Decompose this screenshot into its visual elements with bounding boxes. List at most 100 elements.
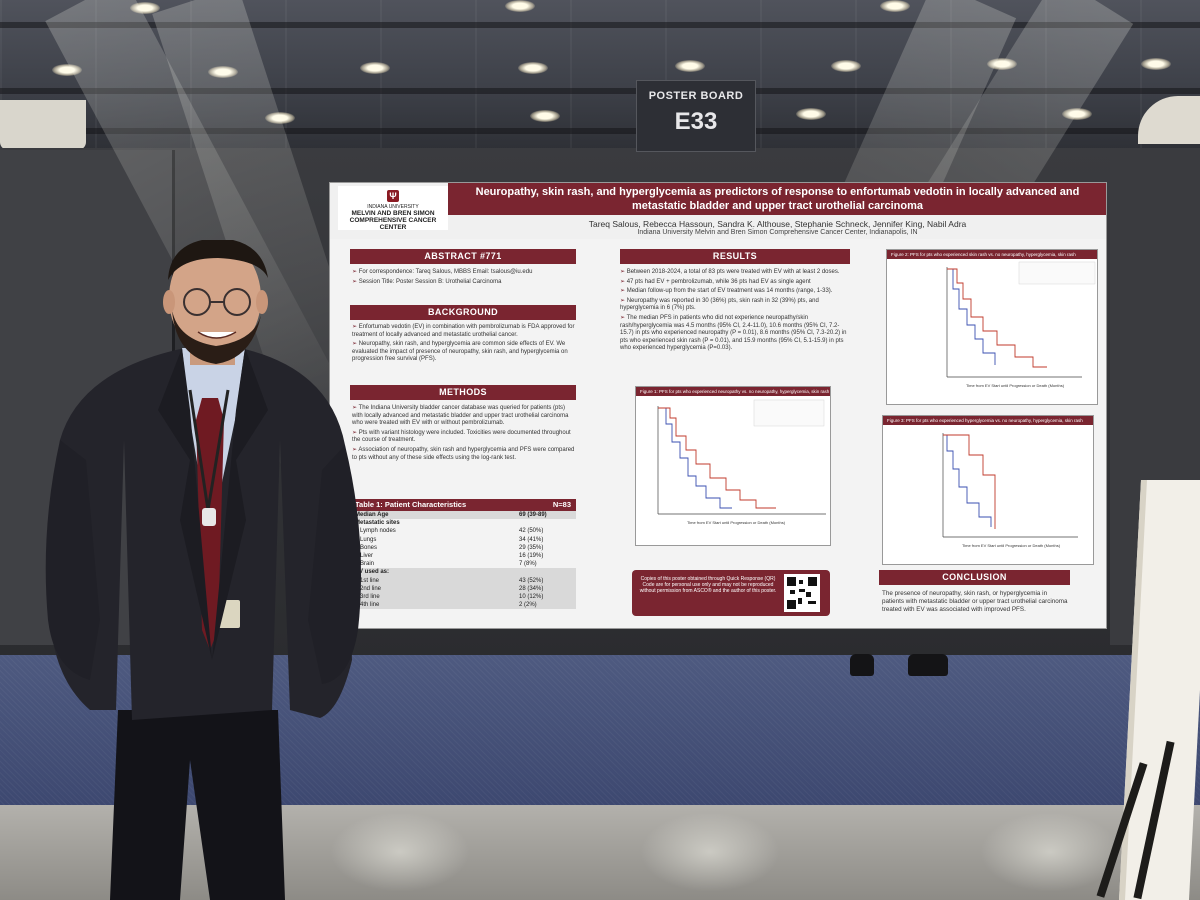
table-row: 1st line 43 (52%): [350, 576, 576, 585]
ceiling-light: [796, 108, 826, 120]
table-cell: 34 (41%): [519, 536, 544, 543]
logo-name-line1: MELVIN AND BREN SIMON: [351, 210, 435, 217]
figure-3-km-plot: Figure 3: PFS for pts who experienced hy…: [882, 415, 1094, 565]
ceiling-light: [880, 0, 910, 12]
table-cell: 4th line: [360, 602, 380, 609]
ceiling-light: [130, 2, 160, 14]
research-poster: Ψ INDIANA UNIVERSITY MELVIN AND BREN SIM…: [330, 183, 1106, 628]
trident-icon: Ψ: [387, 190, 399, 202]
table-cell: 2nd line: [360, 585, 382, 592]
background-bullet: Neuropathy, skin rash, and hyperglycemia…: [352, 341, 576, 364]
table-row: 3rd line 10 (12%): [350, 592, 576, 602]
table-row: Lymph nodes 42 (50%): [350, 527, 576, 535]
table-row: EV used as:: [350, 568, 576, 577]
table-row: Brain 7 (8%): [350, 560, 576, 568]
ceiling-light: [530, 110, 560, 122]
presenter-person: [45, 240, 362, 900]
conclusion-heading: CONCLUSION: [879, 570, 1070, 585]
figure-1-svg: Time from EV Start until Progression or …: [657, 399, 826, 525]
ceiling-light: [831, 60, 861, 72]
results-bullet: Median follow-up from the start of EV tr…: [620, 288, 850, 296]
ceiling-light: [52, 64, 82, 76]
table-cell: 2 (2%): [519, 602, 537, 609]
table-header: Table 1: Patient Characteristics N=83: [350, 499, 576, 511]
qr-notice-text: Copies of this poster obtained through Q…: [639, 576, 777, 594]
ceiling-light: [675, 60, 705, 72]
qr-code-pattern: [787, 577, 817, 609]
table-cell: Bones: [360, 544, 378, 551]
results-bullet: Between 2018-2024, a total of 83 pts wer…: [620, 269, 850, 277]
poster-authors: Tareq Salous, Rebecca Hassoun, Sandra K.…: [588, 219, 967, 229]
background-section: Enfortumab vedotin (EV) in combination w…: [352, 324, 576, 366]
figure-3-xlabel: Time from EV Start until Progression or …: [962, 543, 1061, 548]
table-cell: EV used as:: [355, 569, 390, 576]
abstract-heading: ABSTRACT #771: [350, 249, 576, 264]
table-cell: 28 (34%): [519, 585, 544, 592]
table-cell: Lungs: [360, 536, 377, 543]
booth-sign-left: [0, 100, 86, 150]
table-title: Table 1: Patient Characteristics: [355, 500, 467, 509]
figure-3-svg: Time from EV Start until Progression or …: [942, 433, 1078, 548]
correspondence-line: For correspondence: Tareq Salous, MBBS E…: [352, 269, 576, 277]
poster-title-line1: Neuropathy, skin rash, and hyperglycemia…: [475, 186, 1080, 198]
figure-2-xlabel: Time from EV Start until Progression or …: [966, 383, 1065, 388]
poster-header: Ψ INDIANA UNIVERSITY MELVIN AND BREN SIM…: [330, 183, 1106, 239]
patient-characteristics-table: Table 1: Patient Characteristics N=83 Me…: [350, 499, 576, 610]
ceiling-beam: [0, 22, 1200, 28]
shoe: [908, 654, 948, 676]
results-section: Between 2018-2024, a total of 83 pts wer…: [620, 269, 850, 355]
ceiling-light: [1062, 108, 1092, 120]
poster-board-sign: POSTER BOARD E33: [636, 80, 756, 152]
table-cell: 3rd line: [360, 593, 380, 600]
ceiling-light: [518, 62, 548, 74]
poster-board-number: E33: [674, 108, 718, 135]
ceiling-light: [987, 58, 1017, 70]
floor-reflection: [330, 812, 470, 892]
table-cell: 7 (8%): [519, 561, 537, 568]
table-cell: Lymph nodes: [360, 528, 396, 535]
ceiling-light: [265, 112, 295, 124]
table-cell: 10 (12%): [519, 593, 544, 600]
figure-2-svg: Time from EV Start until Progression or …: [946, 261, 1096, 388]
logo-top-line: INDIANA UNIVERSITY: [367, 204, 419, 210]
table-cell: Brain: [360, 561, 375, 568]
qr-code: [784, 574, 820, 612]
figure-3-caption: Figure 3: PFS for pts who experienced hy…: [883, 416, 1093, 425]
table-cell: Metastatic sites: [355, 520, 400, 527]
table-row: Median Age 69 (39-89): [350, 511, 576, 520]
table-cell: 1st line: [360, 577, 380, 584]
poster-title-line2: metastatic bladder and upper tract uroth…: [632, 200, 923, 212]
table-cell: 29 (35%): [519, 544, 544, 551]
table-row: 4th line 2 (2%): [350, 601, 576, 610]
ceiling-light: [208, 66, 238, 78]
poster-board-label: POSTER BOARD: [648, 90, 744, 102]
table-cell: 16 (19%): [519, 552, 544, 559]
table-row: Lungs 34 (41%): [350, 536, 576, 544]
conclusion-text: The presence of neuropathy, skin rash, o…: [882, 590, 1068, 613]
ceiling-beam: [0, 128, 1200, 134]
background-heading: BACKGROUND: [350, 305, 576, 320]
methods-bullet: The Indiana University bladder cancer da…: [352, 405, 576, 428]
ceiling-light: [505, 0, 535, 12]
floor-reflection: [980, 812, 1120, 892]
figure-2-km-plot: Figure 2: PFS for pts who experienced sk…: [886, 249, 1098, 405]
session-line: Session Title: Poster Session B: Urothel…: [352, 279, 576, 287]
table-cell: 43 (52%): [519, 577, 544, 584]
figure-1-xlabel: Time from EV Start until Progression or …: [687, 520, 786, 525]
ceiling-light: [1141, 58, 1171, 70]
results-bullet: The median PFS in patients who did not e…: [620, 315, 850, 353]
qr-notice-box: Copies of this poster obtained through Q…: [632, 570, 830, 616]
poster-affiliation: Indiana University Melvin and Bren Simon…: [637, 229, 918, 236]
background-bullet: Enfortumab vedotin (EV) in combination w…: [352, 324, 576, 339]
floor-reflection: [640, 812, 780, 892]
table-cell: 69 (39-89): [519, 512, 547, 518]
shoe: [850, 654, 874, 676]
poster-title: Neuropathy, skin rash, and hyperglycemia…: [455, 185, 1100, 213]
ceiling-beam: [0, 88, 1200, 94]
results-bullet: Neuropathy was reported in 30 (36%) pts,…: [620, 298, 850, 313]
results-heading: RESULTS: [620, 249, 850, 264]
ceiling-light: [360, 62, 390, 74]
abstract-section: For correspondence: Tareq Salous, MBBS E…: [352, 269, 576, 288]
figure-2-caption: Figure 2: PFS for pts who experienced sk…: [887, 250, 1097, 259]
